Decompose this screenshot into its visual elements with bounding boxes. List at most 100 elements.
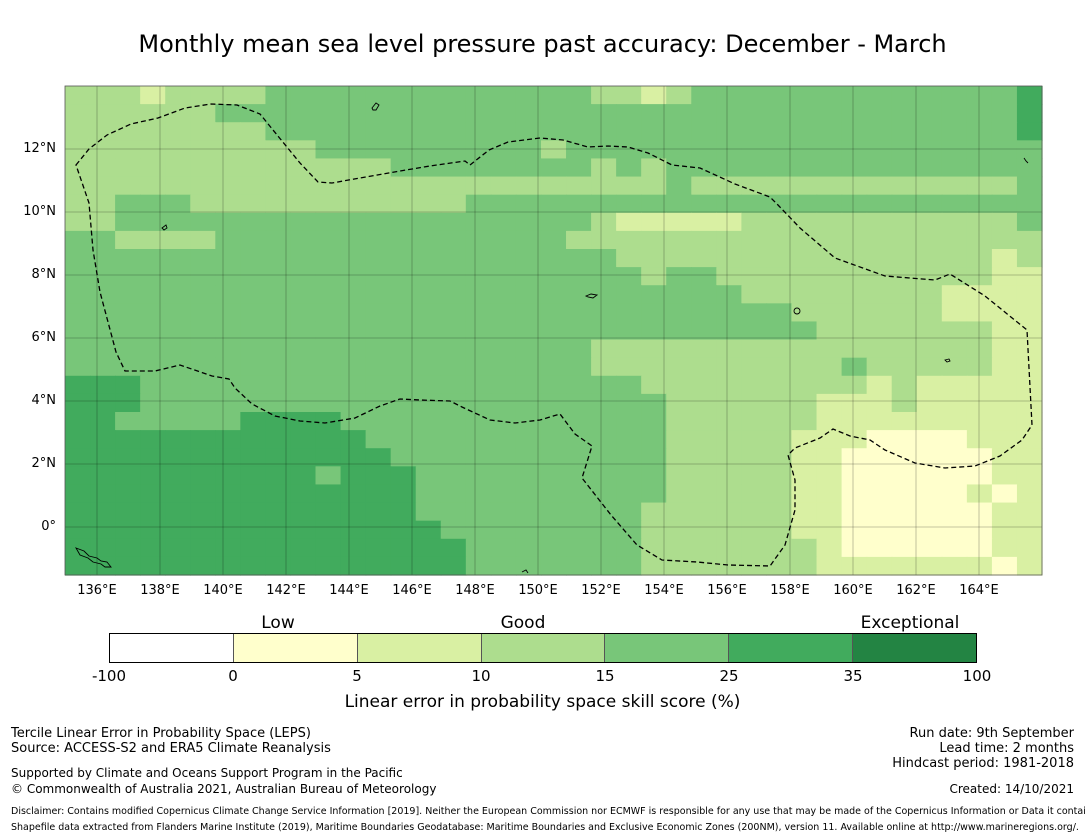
grid-cell [315,484,342,504]
grid-cell [390,158,417,178]
grid-cell [866,230,893,250]
grid-cell [891,176,918,196]
grid-cell [440,484,467,504]
grid-cell [716,285,742,304]
grid-cell [65,502,91,522]
grid-cell [791,86,818,105]
grid-cell [115,556,141,576]
grid-cell [90,249,116,268]
grid-cell [515,321,542,341]
grid-cell [716,86,742,105]
grid-cell [766,430,793,449]
grid-cell [165,194,191,214]
grid-cell [816,86,843,105]
grid-cell [390,249,417,268]
grid-cell [666,556,692,576]
grid-cell [566,303,592,323]
grid-cell [315,285,342,304]
grid-cell [941,484,968,504]
skill-score-map [64,85,1043,576]
grid-cell [240,556,267,576]
grid-cell [1016,502,1043,522]
grid-cell [741,158,768,178]
grid-cell [766,158,793,178]
grid-cell [440,430,467,449]
grid-cell [290,285,317,304]
grid-cell [766,448,793,467]
grid-cell [566,230,592,250]
grid-cell [190,249,216,268]
grid-cell [991,267,1018,286]
grid-cell [215,430,241,449]
grid-cell [490,230,517,250]
grid-cell [666,466,692,486]
grid-cell [616,230,642,250]
grid-cell [315,538,342,558]
grid-cell [841,194,868,214]
grid-cell [1016,104,1043,123]
grid-cell [816,158,843,178]
grid-cell [265,484,292,504]
grid-cell [115,230,141,250]
grid-cell [816,104,843,123]
grid-cell [941,520,968,540]
grid-cell [515,393,542,413]
grid-cell [916,448,943,467]
grid-cell [766,303,793,323]
grid-cell [616,448,642,467]
grid-cell [165,230,191,250]
grid-cell [365,285,392,304]
grid-cell [540,357,567,377]
grid-cell [390,484,417,504]
grid-cell [641,448,667,467]
grid-cell [115,448,141,467]
grid-cell [891,412,918,431]
grid-cell [290,357,317,377]
grid-cell [390,140,417,160]
grid-cell [365,375,392,395]
grid-cell [540,285,567,304]
grid-cell [365,321,392,341]
colorbar-segment [233,634,358,662]
grid-cell [966,158,993,178]
grid-cell [215,393,241,413]
grid-cell [240,466,267,486]
grid-cell [991,556,1018,576]
grid-cell [65,430,91,449]
grid-cell [90,194,116,214]
grid-cell [465,104,492,123]
grid-cell [65,249,91,268]
grid-cell [115,86,141,105]
grid-cell [190,158,216,178]
grid-cell [190,466,216,486]
grid-cell [966,357,993,377]
grid-cell [490,140,517,160]
map-frame [64,85,1043,576]
grid-cell [215,104,241,123]
grid-cell [165,357,191,377]
colorbar-category-good: Good [500,613,546,633]
grid-cell [165,448,191,467]
grid-cell [65,230,91,250]
grid-cell [591,104,617,123]
grid-cell [115,194,141,214]
grid-cell [666,267,692,286]
grid-cell [440,140,467,160]
grid-cell [190,104,216,123]
grid-cell [666,321,692,341]
grid-cell [591,267,617,286]
grid-cell [616,140,642,160]
grid-cell [741,303,768,323]
grid-cell [941,303,968,323]
run-date: Run date: 9th September [909,726,1074,741]
grid-cell [190,176,216,196]
grid-cell [540,104,567,123]
grid-cell [365,249,392,268]
grid-cell [666,194,692,214]
grid-cell [390,194,417,214]
grid-cell [140,140,166,160]
grid-cell [916,285,943,304]
grid-cell [215,520,241,540]
grid-cell [816,556,843,576]
grid-cell [841,393,868,413]
